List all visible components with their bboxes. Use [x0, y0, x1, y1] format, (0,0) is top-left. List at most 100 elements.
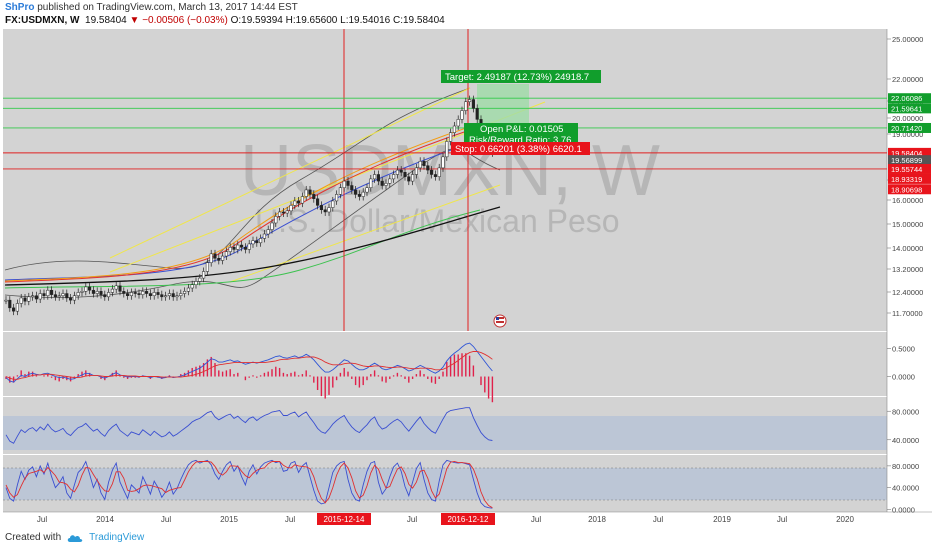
candle-body: [99, 291, 103, 295]
candle-body: [278, 211, 282, 217]
candle-body: [129, 292, 133, 296]
y-tick-label: 14.00000: [892, 244, 923, 253]
candle-body: [69, 297, 73, 301]
candle-body: [224, 251, 228, 257]
candle-body: [285, 210, 289, 214]
candle-body: [262, 233, 266, 239]
price-tag-label: 20.71420: [891, 124, 922, 133]
price-tag: [888, 93, 931, 104]
x-tick-label: Jul: [777, 515, 787, 524]
candle-body: [84, 286, 88, 292]
candle-body: [346, 180, 350, 186]
candle-body: [380, 180, 384, 186]
candle-body: [437, 167, 441, 177]
macd-tick-label: 0.0000: [892, 373, 915, 382]
candle-body: [175, 295, 179, 298]
close-value: 19.58404: [403, 15, 445, 26]
macd-tick-label: 0.5000: [892, 345, 915, 354]
footer: Created with TradingView: [5, 532, 144, 543]
pnl-label: Open P&L: 0.01505: [480, 124, 563, 135]
flag-canton: [496, 317, 499, 320]
candle-body: [107, 292, 111, 298]
x-tick-label: Jul: [653, 515, 663, 524]
candle-body: [23, 297, 27, 302]
price-axis: 25.0000022.0000021.0000020.0000019.00000…: [887, 35, 931, 318]
candle-body: [300, 196, 304, 204]
candle-body: [255, 240, 259, 244]
candle-body: [179, 293, 183, 296]
rsi-indicator: 80.0000 40.0000: [5, 407, 919, 445]
candle-body: [164, 295, 168, 298]
candle-body: [183, 291, 187, 294]
candle-body: [251, 240, 255, 245]
candle-body: [289, 205, 293, 212]
price-tag: [888, 173, 931, 184]
tradingview-brand[interactable]: TradingView: [89, 532, 145, 543]
candle-body: [34, 295, 38, 300]
price-tag-label: 18.90698: [891, 185, 922, 194]
candle-body: [361, 191, 365, 197]
candle-body: [42, 293, 46, 296]
candle-body: [281, 211, 285, 214]
candle-body: [312, 194, 316, 199]
price-tag: [888, 155, 931, 166]
candle-body: [316, 198, 320, 206]
price-tag: [888, 184, 931, 195]
candle-body: [31, 295, 35, 298]
candle-body: [202, 271, 206, 279]
candle-body: [266, 229, 270, 235]
y-tick-label: 16.00000: [892, 196, 923, 205]
ma-black: [4, 206, 501, 286]
y-tick-label: 11.70000: [892, 309, 923, 318]
low-label: L:: [340, 15, 349, 26]
x-tick-label: Jul: [531, 515, 541, 524]
ma-orange: [4, 124, 476, 282]
stoch-band: [3, 468, 887, 500]
candle-body: [369, 178, 373, 188]
open-label: O:: [230, 15, 242, 26]
x-tick-highlight: [441, 513, 495, 525]
candle-body: [103, 294, 107, 298]
candle-body: [57, 295, 61, 298]
candle-body: [468, 99, 472, 102]
y-tick-label: 12.40000: [892, 288, 923, 297]
candle-body: [243, 246, 247, 250]
candle-body: [460, 110, 464, 120]
candle-body: [350, 185, 354, 191]
candle-body: [293, 200, 297, 206]
candle-body: [38, 293, 42, 300]
candle-body: [376, 174, 380, 182]
macd-line: [5, 342, 493, 383]
candle-body: [452, 125, 456, 133]
x-tick-label: Jul: [37, 515, 47, 524]
author-name[interactable]: ShPro: [5, 2, 35, 13]
y-tick-label: 25.00000: [892, 35, 923, 44]
y-tick-label: 15.00000: [892, 220, 923, 229]
position-labels[interactable]: Target: 2.49187 (12.73%) 24918.7 Open P&…: [441, 70, 601, 155]
candle-body: [433, 174, 437, 177]
candle-body: [365, 187, 369, 193]
created-with: Created with: [5, 532, 62, 543]
candle-body: [15, 303, 19, 312]
x-tick-highlight: [317, 513, 371, 525]
candle-body: [304, 189, 308, 197]
candle-body: [194, 281, 198, 285]
overlays: [4, 87, 546, 298]
candle-body: [160, 294, 164, 298]
candle-body: [247, 243, 251, 250]
price-tag-label: 21.59641: [891, 104, 922, 113]
candle-body: [19, 297, 23, 304]
tradingview-cloud-icon: [67, 534, 83, 542]
candle-body: [274, 216, 278, 224]
candle-body: [156, 292, 160, 295]
flag-icon[interactable]: [493, 314, 507, 328]
candle-body: [61, 293, 65, 296]
y-tick-label: 19.00000: [892, 130, 923, 139]
price-tag-lines: [3, 97, 887, 170]
candle-body: [4, 299, 8, 302]
candle-body: [209, 253, 213, 263]
candle-body: [186, 287, 190, 292]
flag-stripe: [496, 321, 504, 323]
rsi-tick-label: 40.0000: [892, 436, 919, 445]
